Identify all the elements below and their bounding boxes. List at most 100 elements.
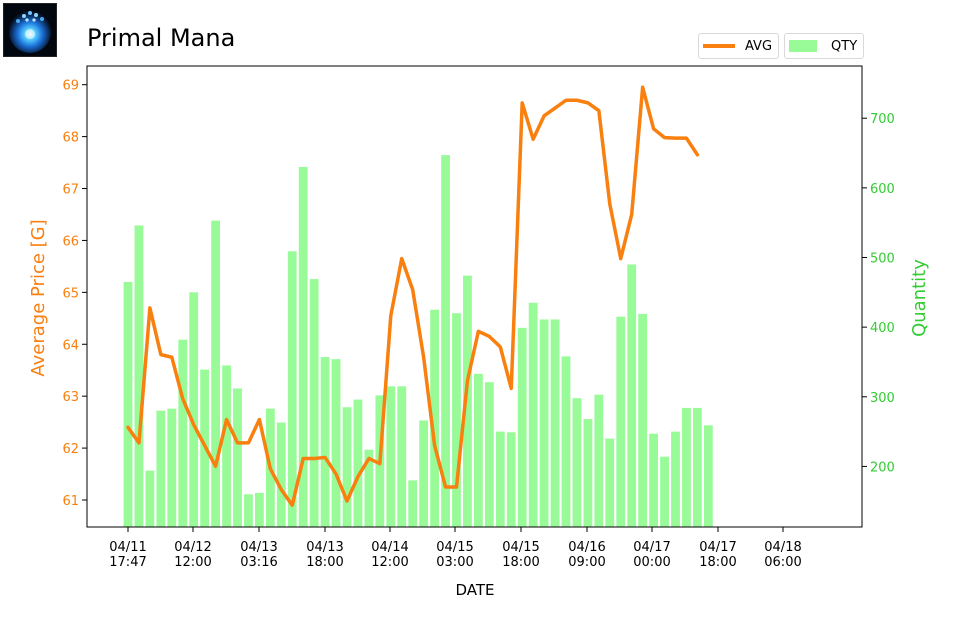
x-tick-label-time: 17:47 xyxy=(109,555,146,570)
x-tick-label-date: 04/15 xyxy=(502,540,539,555)
qty-bar xyxy=(430,309,439,527)
x-tick-label-date: 04/17 xyxy=(699,540,736,555)
x-tick-label-date: 04/13 xyxy=(306,540,343,555)
x-tick-label-time: 12:00 xyxy=(174,555,211,570)
x-tick-label-time: 18:00 xyxy=(306,555,343,570)
chart-title: Primal Mana xyxy=(87,24,236,52)
qty-bar xyxy=(703,425,713,527)
left-axis-ticks: 61 62 63 64 65 66 67 68 69 xyxy=(62,79,87,509)
qty-bar xyxy=(255,492,264,527)
legend-item-qty: QTY xyxy=(784,33,865,59)
legend-swatch-avg xyxy=(703,44,735,48)
right-axis-ticks: 200 300 400 500 600 700 xyxy=(862,112,895,475)
axes-frame xyxy=(86,65,863,528)
qty-bar xyxy=(495,431,505,527)
qty-bar xyxy=(627,264,637,527)
x-tick-label-time: 09:00 xyxy=(568,555,605,570)
x-axis-ticks: 04/1117:4704/1212:0004/1303:1604/1318:00… xyxy=(109,527,802,570)
qty-bar xyxy=(561,356,571,527)
qty-bar xyxy=(572,398,582,527)
avg-line-layer xyxy=(126,85,700,507)
right-tick-label: 200 xyxy=(870,460,895,475)
qty-bar xyxy=(660,456,669,527)
qty-bar xyxy=(298,166,308,527)
qty-bar xyxy=(452,313,461,527)
x-tick-label-date: 04/12 xyxy=(174,540,211,555)
x-tick-label-time: 03:00 xyxy=(436,555,473,570)
x-tick-label-date: 04/15 xyxy=(436,540,473,555)
x-tick-label-time: 00:00 xyxy=(633,555,670,570)
left-tick-label: 64 xyxy=(62,338,79,353)
x-tick-label-date: 04/13 xyxy=(240,540,277,555)
qty-bar xyxy=(244,494,253,527)
qty-bar xyxy=(682,407,691,527)
qty-bar xyxy=(506,432,516,527)
left-tick-label: 62 xyxy=(62,442,79,457)
legend-swatch-qty xyxy=(789,40,818,52)
qty-bar xyxy=(517,327,527,527)
left-tick-label: 66 xyxy=(62,234,79,249)
right-tick-label: 500 xyxy=(870,252,895,267)
right-tick-label: 700 xyxy=(870,112,895,127)
qty-bar xyxy=(408,480,418,527)
qty-bar xyxy=(178,339,188,527)
qty-bar xyxy=(222,365,231,527)
right-axis-label: Quantity xyxy=(909,259,930,337)
qty-bar xyxy=(474,373,483,527)
qty-bar xyxy=(550,319,560,527)
qty-bar xyxy=(276,422,286,527)
x-tick-label-time: 18:00 xyxy=(699,555,736,570)
qty-bar xyxy=(638,313,648,527)
qty-bars xyxy=(123,155,713,528)
qty-bar xyxy=(233,388,242,527)
right-tick-label: 600 xyxy=(870,182,895,197)
qty-bar xyxy=(364,449,374,527)
x-tick-label-time: 03:16 xyxy=(240,555,277,570)
x-tick-label-date: 04/17 xyxy=(633,540,670,555)
qty-bar xyxy=(484,382,494,527)
qty-bar xyxy=(309,279,319,527)
qty-bar xyxy=(123,281,133,527)
x-tick-label-date: 04/14 xyxy=(371,540,408,555)
qty-bar xyxy=(287,251,297,528)
right-tick-label: 400 xyxy=(870,321,895,336)
qty-bar xyxy=(649,433,658,527)
left-tick-label: 69 xyxy=(62,79,79,94)
qty-bar xyxy=(539,319,549,527)
left-tick-label: 61 xyxy=(62,494,79,509)
qty-bar xyxy=(594,394,604,527)
qty-bar xyxy=(671,431,680,527)
qty-bar xyxy=(156,410,166,527)
legend-item-avg: AVG xyxy=(698,33,780,59)
qty-bar xyxy=(386,386,396,527)
qty-bar xyxy=(463,275,472,527)
x-tick-label-date: 04/16 xyxy=(568,540,605,555)
qty-bar xyxy=(134,225,144,527)
qty-bar xyxy=(342,407,352,527)
avg-line xyxy=(126,85,700,507)
qty-bar xyxy=(605,438,615,527)
x-tick-label-time: 06:00 xyxy=(764,555,801,570)
left-tick-label: 67 xyxy=(62,183,79,198)
legend-label-qty: QTY xyxy=(831,38,858,54)
x-tick-label-time: 18:00 xyxy=(502,555,539,570)
qty-bar xyxy=(353,399,363,527)
legend-label-avg: AVG xyxy=(745,38,773,54)
qty-bar xyxy=(167,408,177,527)
qty-bar xyxy=(441,155,450,527)
right-tick-label: 300 xyxy=(870,391,895,406)
x-tick-label-date: 04/11 xyxy=(109,540,146,555)
qty-bar xyxy=(397,386,407,527)
left-tick-label: 65 xyxy=(62,286,79,301)
primal-mana-orb-icon xyxy=(3,3,57,57)
x-tick-label-date: 04/18 xyxy=(764,540,801,555)
x-tick-label-time: 12:00 xyxy=(371,555,408,570)
qty-bar xyxy=(145,470,155,527)
qty-bar xyxy=(583,419,593,527)
left-tick-label: 68 xyxy=(62,131,79,146)
qty-bar xyxy=(419,420,429,527)
qty-bar xyxy=(693,407,702,527)
qty-bar xyxy=(320,357,330,527)
legend: AVG QTY xyxy=(698,33,865,59)
